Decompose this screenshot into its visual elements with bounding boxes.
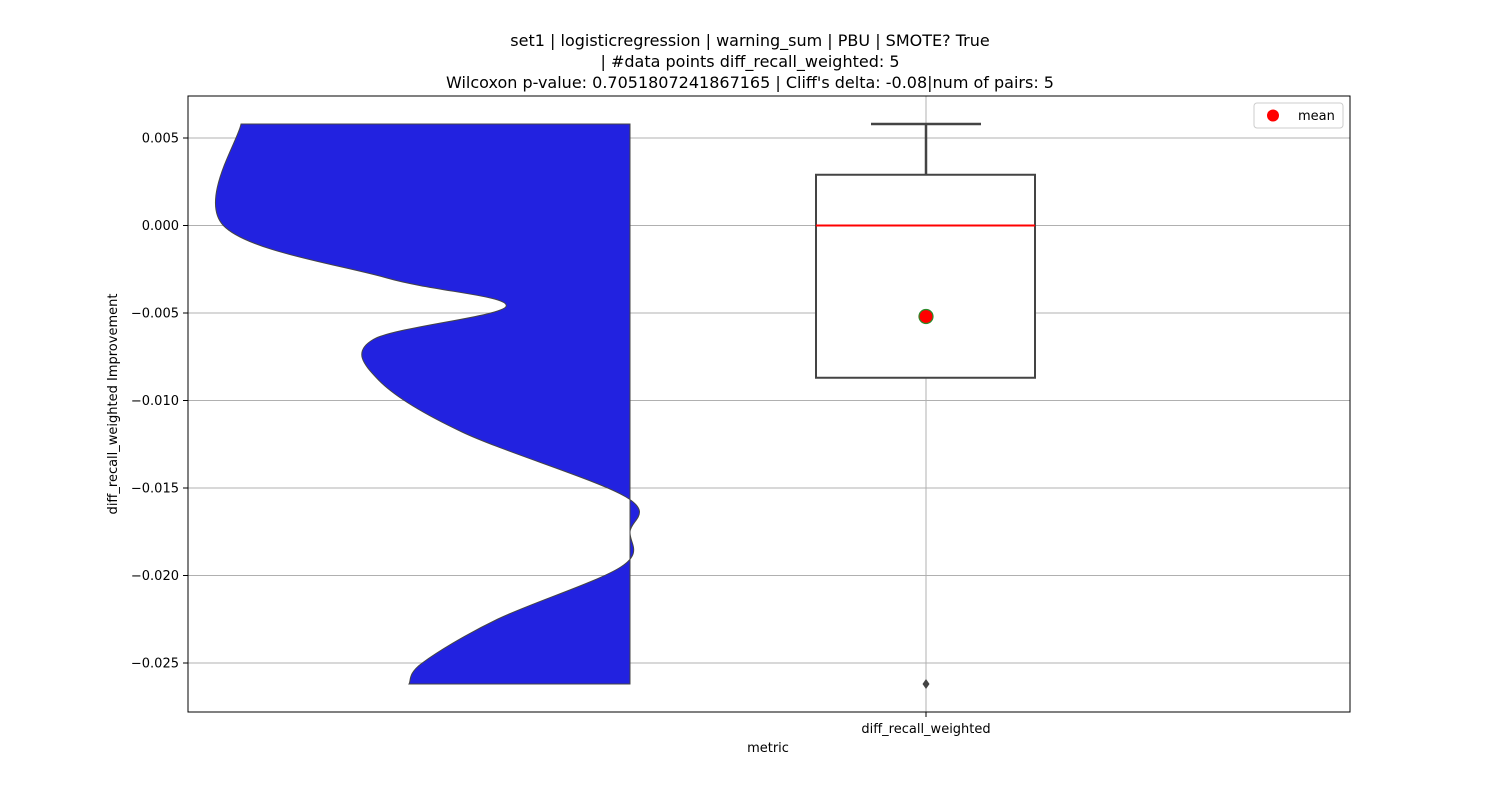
chart-title-line-2: | #data points diff_recall_weighted: 5	[600, 52, 900, 71]
y-axis-label: diff_recall_weighted Improvement	[106, 294, 121, 515]
chart-title-line-1: set1 | logisticregression | warning_sum …	[510, 31, 990, 50]
violin-body	[214, 123, 640, 685]
box-iqr	[815, 173, 1036, 379]
y-tick-label: −0.010	[131, 394, 179, 409]
legend-frame	[1253, 102, 1344, 129]
y-tick-label: −0.025	[131, 657, 179, 672]
mean-marker	[918, 308, 934, 325]
y-axis: 0.005 0.000 −0.005 −0.010 −0.015 −0.020 −0.025	[131, 132, 188, 672]
y-tick-label: −0.015	[131, 482, 179, 497]
y-tick-label: 0.005	[142, 132, 179, 147]
x-axis-label: metric	[747, 741, 789, 756]
outlier-marker	[922, 679, 930, 689]
x-axis: diff_recall_weighted	[861, 712, 991, 737]
legend-mean-marker	[1267, 109, 1279, 122]
x-tick-label: diff_recall_weighted	[861, 722, 990, 737]
legend: mean	[1253, 102, 1344, 129]
box-layer	[815, 122, 1036, 689]
y-tick-label: −0.020	[131, 569, 179, 584]
y-tick-label: −0.005	[131, 307, 179, 322]
legend-mean-label: mean	[1298, 109, 1335, 124]
chart-title-line-3: Wilcoxon p-value: 0.7051807241867165 | C…	[446, 73, 1054, 92]
y-tick-label: 0.000	[142, 219, 179, 234]
plot-frame	[187, 95, 1351, 713]
violin-layer	[214, 123, 640, 685]
